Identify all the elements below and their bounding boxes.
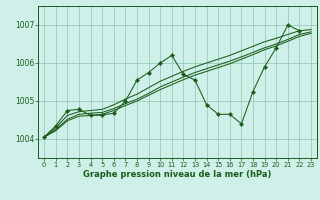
X-axis label: Graphe pression niveau de la mer (hPa): Graphe pression niveau de la mer (hPa): [84, 170, 272, 179]
